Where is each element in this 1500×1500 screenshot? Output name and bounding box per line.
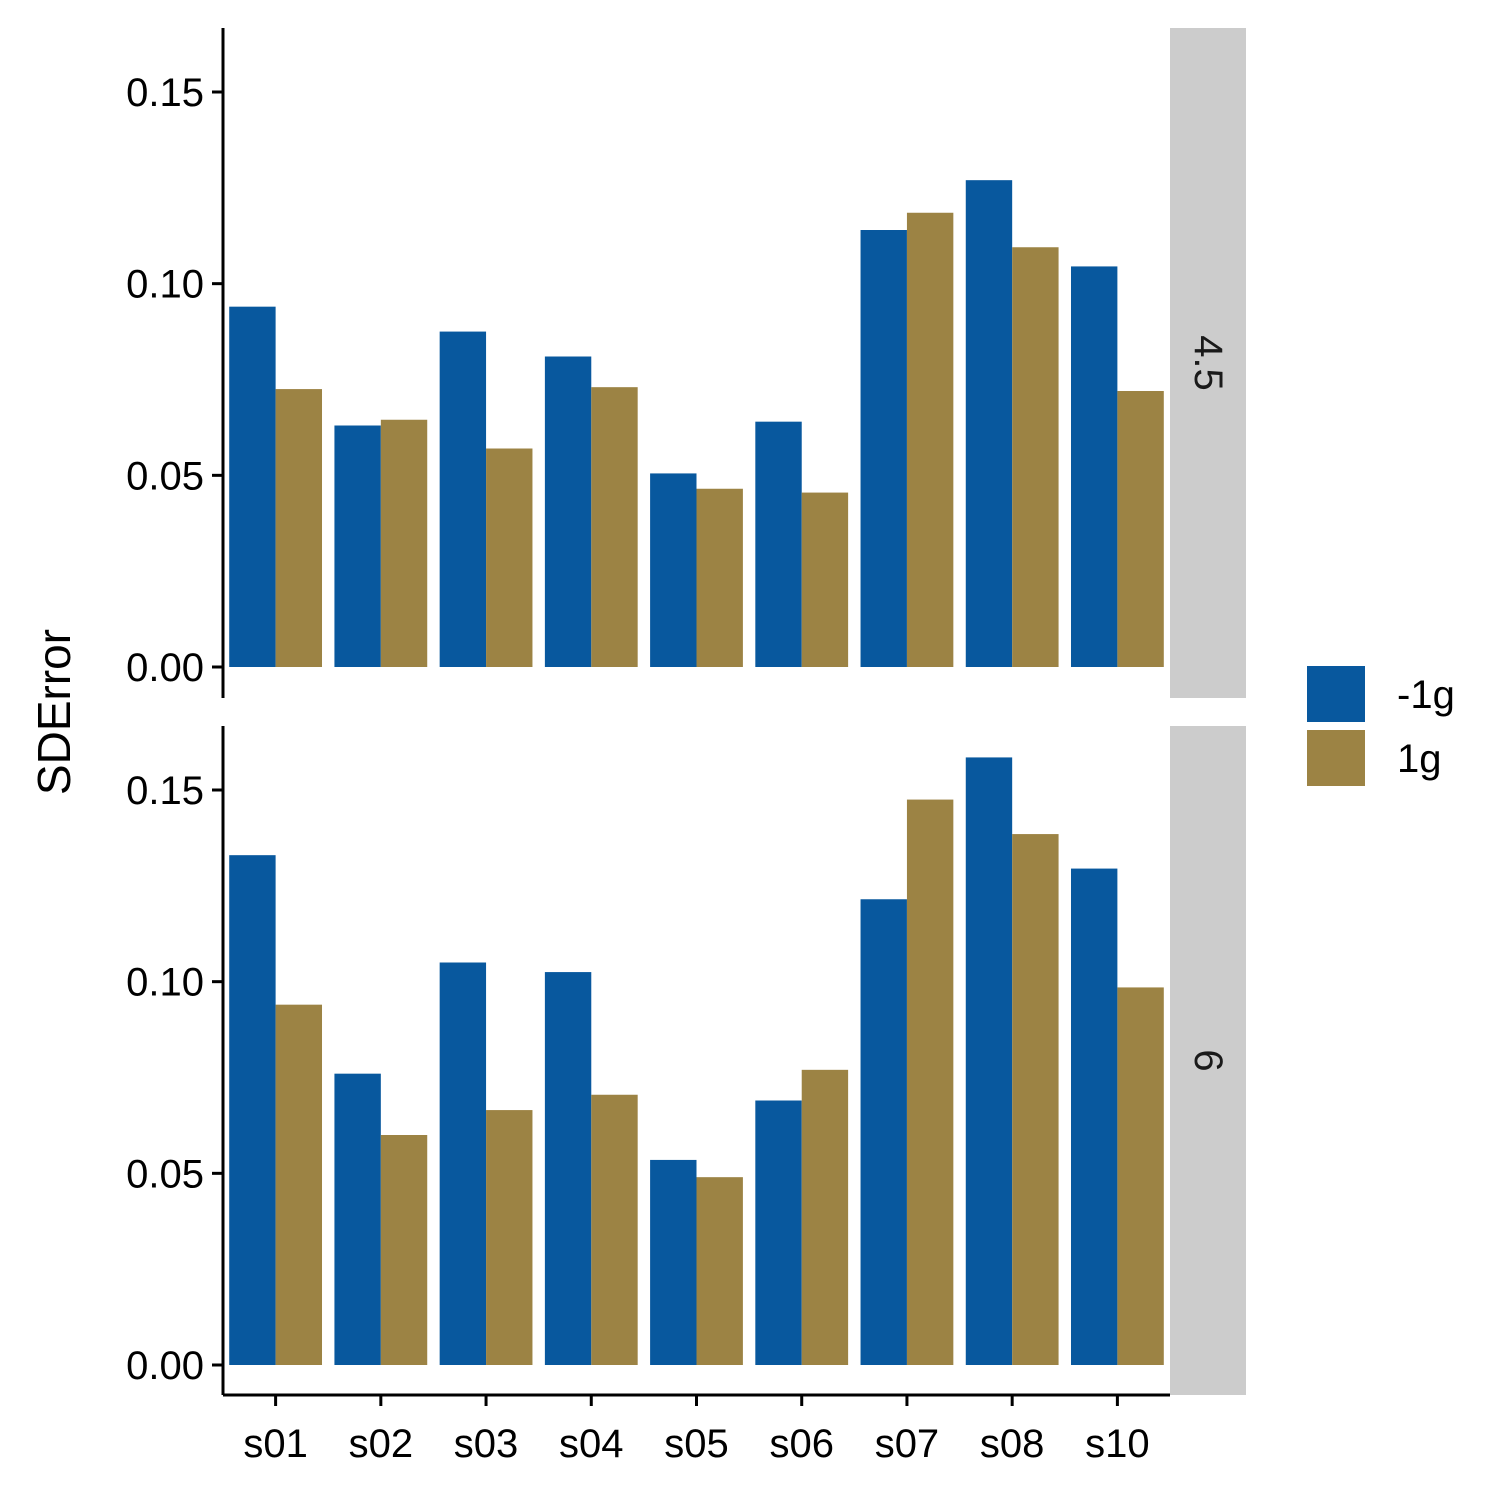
legend-key-1 <box>1307 666 1365 722</box>
x-tick-label: s10 <box>1085 1422 1150 1466</box>
bar-s04--1g <box>544 356 592 667</box>
facet-strip-label: 6 <box>1186 1049 1230 1071</box>
bar-s02--1g <box>334 1073 381 1365</box>
facet-panels: 0.00 0.05 0.10 0.15 4.5 0.00 0.05 0.10 0.15 6 s01 s… <box>126 28 1246 1466</box>
legend-label-1: -1g <box>1397 673 1455 717</box>
legend-label-2: 1g <box>1397 737 1442 781</box>
bar-s03--1g <box>439 331 487 667</box>
bar-s01-1g <box>275 389 323 667</box>
facet-strip <box>1170 726 1246 1395</box>
bar-s08--1g <box>965 757 1013 1365</box>
bar-s04-1g <box>591 387 638 667</box>
x-tick-label: s01 <box>243 1422 308 1466</box>
bar-s04-1g <box>591 1094 638 1365</box>
bar-s10-1g <box>1117 391 1164 667</box>
x-tick-label: s03 <box>454 1422 519 1466</box>
bar-s10-1g <box>1117 987 1164 1365</box>
bar-s08--1g <box>965 180 1013 668</box>
y-axis-title: SDError <box>28 629 80 795</box>
y-tick-label: 0.00 <box>126 646 204 690</box>
bar-s10--1g <box>1070 266 1118 667</box>
bar-s04--1g <box>544 972 592 1365</box>
bar-s02-1g <box>380 419 428 667</box>
y-tick-label: 0.05 <box>126 454 204 498</box>
x-tick-label: s05 <box>664 1422 729 1466</box>
x-tick-label: s02 <box>349 1422 414 1466</box>
facet-strip-label: 4.5 <box>1186 335 1230 391</box>
bar-s01--1g <box>229 306 276 667</box>
x-tick-label: s04 <box>559 1422 624 1466</box>
bar-s03-1g <box>486 1110 533 1365</box>
bar-s05--1g <box>650 1159 697 1365</box>
bar-s01-1g <box>275 1004 323 1365</box>
y-tick-label: 0.15 <box>126 71 204 115</box>
bar-s06--1g <box>755 1100 802 1365</box>
bar-s05--1g <box>650 473 697 667</box>
bar-s06-1g <box>801 1069 849 1365</box>
y-tick-label: 0.15 <box>126 769 204 813</box>
bar-s07-1g <box>906 212 954 667</box>
bar-s07-1g <box>906 799 954 1365</box>
bar-s08-1g <box>1012 247 1059 667</box>
facet-panel-2: 0.00 0.05 0.10 0.15 6 <box>126 726 1246 1395</box>
bar-s01--1g <box>229 855 276 1365</box>
y-tick-label: 0.05 <box>126 1152 204 1196</box>
x-tick-label: s08 <box>980 1422 1045 1466</box>
y-tick-label: 0.00 <box>126 1344 204 1388</box>
bar-s10--1g <box>1070 868 1118 1365</box>
x-tick-label: s06 <box>769 1422 834 1466</box>
bar-s06-1g <box>801 492 849 667</box>
legend-key-2 <box>1307 730 1365 786</box>
x-tick-label: s07 <box>875 1422 940 1466</box>
facet-panel-1: 0.00 0.05 0.10 0.15 4.5 <box>126 28 1246 698</box>
bar-s02-1g <box>380 1135 428 1365</box>
bar-s07--1g <box>860 230 907 667</box>
bar-s05-1g <box>696 488 743 667</box>
bar-s08-1g <box>1012 834 1059 1365</box>
bar-s05-1g <box>696 1177 743 1365</box>
bar-s03--1g <box>439 962 487 1365</box>
bar-s06--1g <box>755 421 802 667</box>
bar-s03-1g <box>486 448 533 667</box>
y-tick-label: 0.10 <box>126 961 204 1005</box>
bar-s02--1g <box>334 425 381 667</box>
y-tick-label: 0.10 <box>126 263 204 307</box>
bar-s07--1g <box>860 899 907 1365</box>
facet-strip <box>1170 28 1246 698</box>
